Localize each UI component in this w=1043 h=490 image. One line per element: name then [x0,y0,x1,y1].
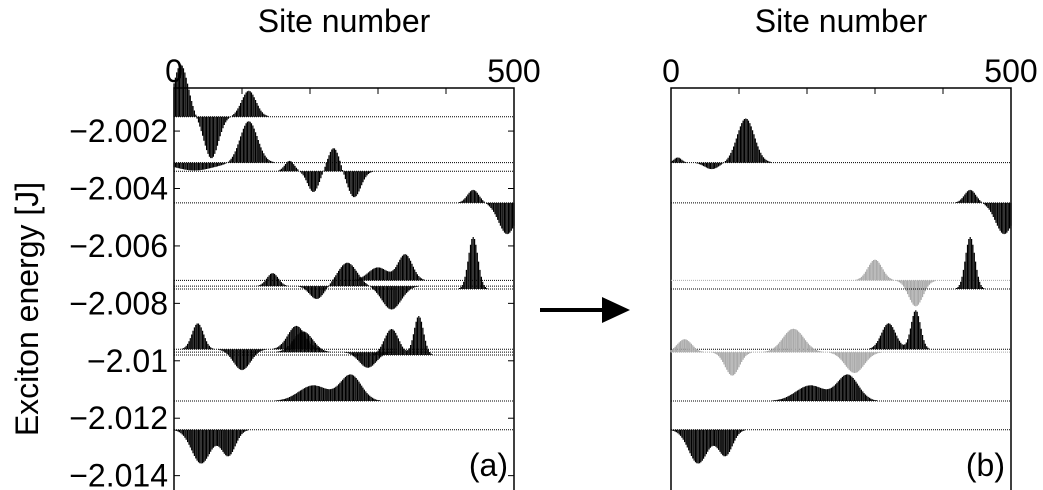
x-tick-label: 500 [984,53,1037,89]
wavefunction-amplitude [956,237,985,289]
y-tick-label: −2.008 [69,285,168,321]
wavefunction-amplitude [278,148,374,198]
x-axis-label: Site number [755,3,928,39]
wavefunction-amplitude [772,374,877,401]
plot-frame [670,87,1012,490]
eigenstate-4 [174,189,515,235]
panel-label: (b) [966,447,1005,483]
wavefunction-amplitude [173,121,274,171]
eigenstate-5 [671,310,1011,350]
wavefunction-amplitude [956,189,1012,235]
eigenstate-3 [174,148,514,198]
eigenstate-12 [173,429,514,464]
y-tick-label: −2.014 [69,458,168,490]
eigenstate-8 [670,429,1011,464]
wavefunction-amplitude [354,254,425,281]
eigenstate-7 [671,374,1011,402]
x-tick-label: 0 [662,53,680,89]
x-axis-label: Site number [258,3,431,39]
eigenstate-1 [173,64,514,159]
y-tick-label: −2.006 [69,228,168,264]
y-axis-label: Exciton energy [J] [9,182,45,436]
wavefunction-amplitude [173,64,269,159]
wavefunction-amplitude [372,316,433,355]
wavefunction-amplitude [459,189,515,235]
wavefunction-amplitude [855,259,936,307]
eigenstate-4 [671,237,1011,290]
eigenstate-2 [671,189,1012,235]
wavefunction-amplitude [670,429,745,464]
wavefunction-amplitude [257,262,418,310]
eigenstate-7 [174,237,514,290]
wavefunction-amplitude [869,310,930,350]
wavefunction-amplitude [275,374,380,401]
y-tick-label: −2.012 [69,400,168,436]
panel-label: (a) [469,447,508,483]
wavefunction-amplitude [173,429,248,464]
wavefunction-amplitude [459,237,488,289]
y-tick-label: −2.002 [69,113,168,149]
eigenstate-6 [174,262,514,310]
eigenstate-10 [174,316,514,356]
x-tick-label: 500 [487,53,540,89]
plot-frame [173,87,515,490]
y-tick-label: −2.004 [69,171,168,207]
eigenstate-8 [174,323,514,371]
eigenstate-9 [174,331,514,368]
wavefunction-amplitude [276,331,391,368]
eigenstate-2 [173,121,514,171]
transition-arrow [540,297,630,323]
wavefunction-amplitude [670,118,771,170]
panel-b: Site number 0 500 (b) [662,3,1038,490]
eigenstate-6 [670,328,1011,376]
y-tick-label: −2.01 [87,343,168,379]
eigenstate-11 [174,374,514,402]
eigenstate-1 [670,118,1011,170]
wavefunction-amplitude [670,328,881,376]
eigenstate-3 [671,259,1011,307]
